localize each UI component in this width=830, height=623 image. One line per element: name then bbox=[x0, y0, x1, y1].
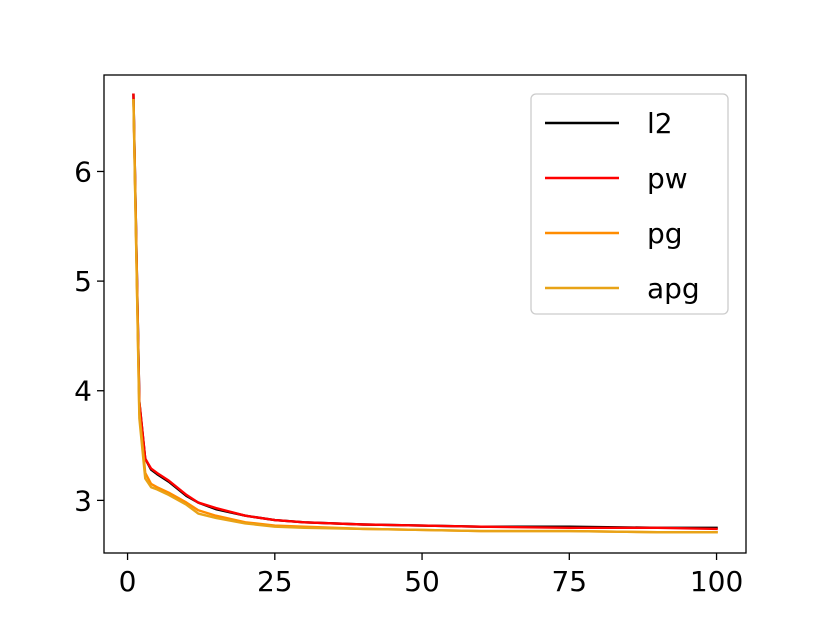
series-line-apg bbox=[132, 98, 718, 534]
y-tick-label: 6 bbox=[74, 155, 92, 188]
x-tick-label: 0 bbox=[119, 565, 137, 598]
y-tick-label: 5 bbox=[74, 265, 92, 298]
legend-label-pg: pg bbox=[647, 217, 683, 250]
plot-area bbox=[132, 93, 718, 534]
axes: 0 25 50 75 100 3 4 5 6 bbox=[74, 74, 747, 598]
x-tick-label: 50 bbox=[404, 565, 440, 598]
legend: l2 pw pg apg bbox=[530, 93, 729, 315]
legend-label-pw: pw bbox=[647, 162, 688, 195]
legend-label-l2: l2 bbox=[647, 107, 673, 140]
x-tick-label: 75 bbox=[551, 565, 587, 598]
x-tick-label: 25 bbox=[257, 565, 293, 598]
legend-label-apg: apg bbox=[647, 272, 700, 305]
x-tick-label: 100 bbox=[690, 565, 743, 598]
legend-box bbox=[530, 93, 729, 315]
axes-frame bbox=[103, 74, 747, 554]
series-line-pw bbox=[132, 93, 718, 531]
y-tick-label: 4 bbox=[74, 375, 92, 408]
y-tick-label: 3 bbox=[74, 484, 92, 517]
